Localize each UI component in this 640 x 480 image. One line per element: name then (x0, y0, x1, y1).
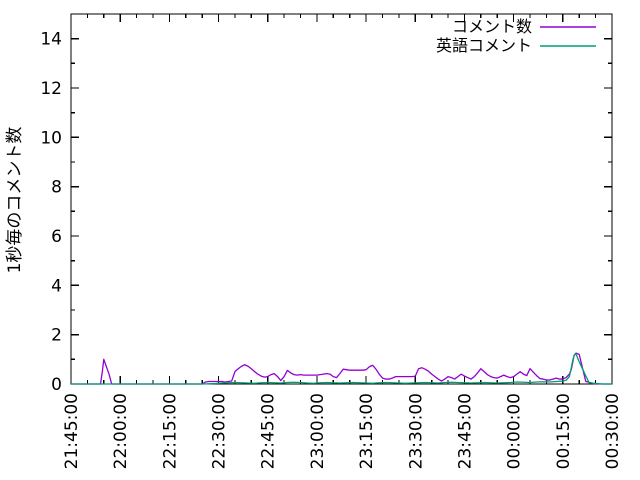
y-tick-label: 8 (51, 178, 62, 198)
x-tick-label: 23:00:00 (308, 393, 328, 469)
y-tick-label: 0 (51, 375, 62, 395)
x-tick-label: 23:15:00 (357, 393, 377, 469)
x-tick-label: 21:45:00 (62, 393, 82, 469)
x-tick-label: 00:00:00 (505, 393, 525, 469)
x-tick-label: 22:15:00 (160, 393, 180, 469)
x-tick-label: 22:00:00 (111, 393, 131, 469)
series-line-2 (71, 353, 612, 385)
y-axis-tick-labels: 0 2 4 6 8 10 12 14 (40, 30, 62, 395)
y-tick-label: 2 (51, 326, 62, 346)
x-tick-label: 22:30:00 (210, 393, 230, 469)
legend-label-2: 英語コメント (436, 36, 532, 55)
data-series-group (71, 352, 612, 385)
x-tick-label: 00:30:00 (603, 393, 623, 469)
x-tick-label: 23:45:00 (455, 393, 475, 469)
y-tick-label: 12 (40, 79, 62, 99)
y-tick-label: 14 (40, 30, 62, 50)
legend-label-1: コメント数 (452, 17, 532, 36)
x-tick-label: 22:45:00 (259, 393, 279, 469)
x-axis-tick-labels: 21:45:00 22:00:00 22:15:00 22:30:00 22:45:00… (62, 393, 623, 469)
x-tick-label: 00:15:00 (554, 393, 574, 469)
y-axis-title: 1秒毎のコメント数 (5, 127, 25, 274)
y-tick-label: 4 (51, 276, 62, 296)
y-tick-label: 10 (40, 128, 62, 148)
x-axis-ticks (70, 14, 613, 384)
x-tick-label: 23:30:00 (406, 393, 426, 469)
y-tick-label: 6 (51, 227, 62, 247)
